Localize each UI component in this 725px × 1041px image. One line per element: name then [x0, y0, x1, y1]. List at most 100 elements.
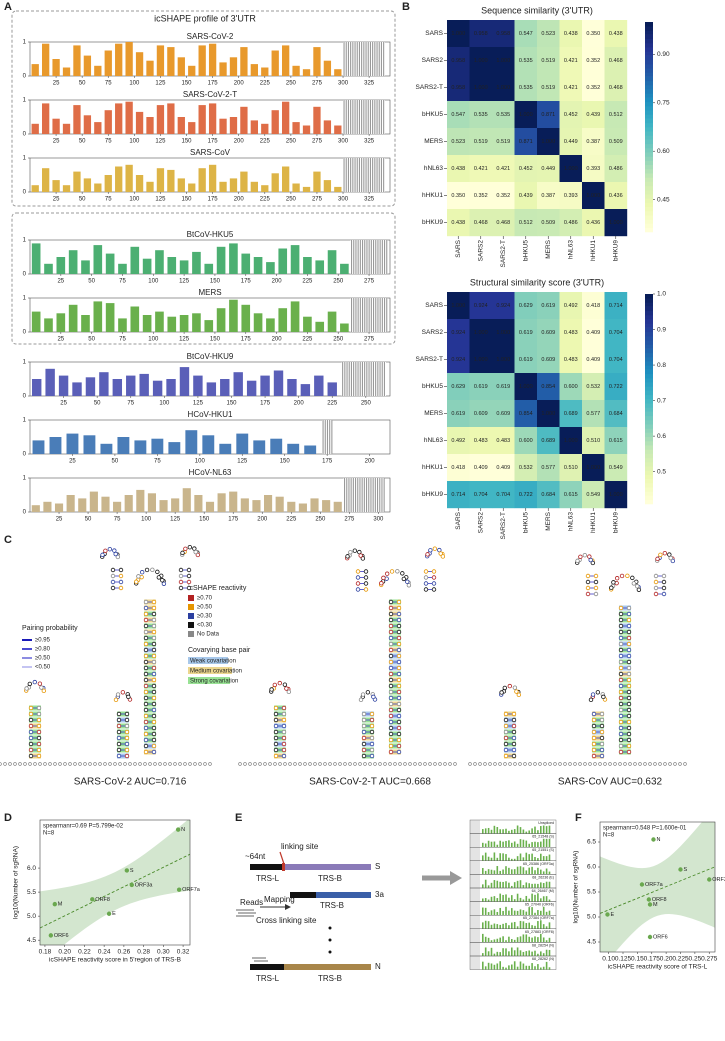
bar — [270, 438, 283, 454]
nucleotide — [151, 635, 157, 641]
bar — [31, 505, 40, 512]
dot — [328, 950, 332, 954]
track-label: 65_27040 (ORF6) — [525, 903, 554, 907]
nucleotide — [618, 647, 624, 653]
track-bar — [490, 882, 493, 888]
track-bar — [540, 933, 542, 943]
bar — [202, 435, 215, 454]
x-tick-label: 0.20 — [660, 956, 673, 963]
baseline-nt — [678, 762, 682, 766]
colorbar-step — [645, 457, 653, 463]
track-bar — [482, 868, 484, 875]
gene-label: 3a — [375, 890, 384, 899]
colorbar-step — [645, 160, 653, 166]
baseline-nt — [168, 762, 172, 766]
x-tick-label: 150 — [199, 517, 210, 523]
track-bar — [505, 906, 507, 916]
x-tick-label: 100 — [148, 337, 159, 343]
track-bar — [496, 938, 499, 943]
bar — [229, 299, 238, 332]
nucleotide — [277, 680, 283, 686]
cell-label: 0.409 — [586, 330, 600, 336]
bar — [250, 64, 258, 76]
dot — [328, 938, 332, 942]
baseline-nt — [93, 762, 97, 766]
baseline-nt — [613, 762, 617, 766]
bar — [146, 117, 154, 134]
track-bar — [531, 866, 533, 875]
legend-swatch — [188, 622, 194, 628]
cell-label: 0.689 — [541, 438, 555, 444]
cell-label: 0.689 — [564, 411, 578, 417]
y-tick-label: 6.5 — [587, 839, 596, 846]
bar — [250, 181, 258, 192]
profile-title: SARS-CoV-2 — [187, 32, 234, 41]
trs-b-bar — [284, 964, 371, 970]
track-bar — [484, 920, 487, 929]
cell-label: 0.535 — [474, 112, 488, 118]
track-bar — [499, 853, 501, 861]
y-tick-label: 1 — [23, 98, 27, 104]
nucleotide — [618, 641, 624, 647]
bar — [125, 164, 133, 192]
no-data — [341, 362, 386, 396]
row-label: hHKU1 — [422, 192, 443, 199]
track-bar — [482, 842, 484, 848]
cell-label: 0.704 — [609, 357, 623, 363]
track-bar — [499, 952, 501, 956]
nucleotide — [618, 737, 624, 743]
nucleotide — [618, 635, 624, 641]
y-axis-label: log10(Number of sgRNA) — [13, 846, 20, 919]
cell-label: 0.486 — [564, 220, 578, 226]
nucleotide — [396, 629, 402, 635]
bar — [313, 106, 321, 134]
heat-cell — [447, 427, 470, 455]
heat-cell — [492, 319, 515, 347]
track-label: 65_27883 (ORF8) — [525, 930, 554, 934]
nucleotide — [28, 741, 34, 747]
baseline-nt — [398, 762, 402, 766]
baseline-nt — [148, 762, 152, 766]
colorbar-step — [645, 55, 653, 61]
bar — [323, 180, 332, 192]
x-tick-label: 0.25 — [689, 956, 702, 963]
regression-line — [40, 853, 190, 929]
heat-cell — [514, 101, 538, 129]
row-label: bHKU5 — [422, 111, 443, 118]
track-bar — [513, 899, 516, 902]
heat-cell — [582, 292, 605, 320]
nucleotide — [396, 683, 402, 689]
track-bar — [537, 830, 539, 834]
track-bar — [534, 950, 536, 956]
nucleotide — [151, 641, 157, 647]
colorbar-label: 0.6 — [657, 433, 666, 440]
x-tick-label: 0.22 — [78, 949, 91, 956]
heat-cell — [559, 182, 583, 210]
bar — [179, 260, 189, 274]
track-bar — [537, 893, 539, 902]
y-tick-label: 5.0 — [27, 913, 36, 920]
cell-label: 0.714 — [451, 492, 465, 498]
point-label: E — [112, 911, 116, 917]
track-bar — [540, 869, 542, 875]
cell-label: 0.854 — [541, 384, 555, 390]
bar — [62, 185, 71, 192]
nucleotide — [423, 587, 429, 592]
nucleotide — [103, 548, 108, 554]
track-bar — [490, 963, 493, 970]
nucleotide — [143, 641, 149, 647]
nucleotide — [423, 569, 429, 574]
y-tick-label: 1 — [23, 476, 27, 482]
nucleotide — [180, 550, 185, 556]
bar — [93, 301, 103, 332]
cell-label: 0.436 — [586, 220, 600, 226]
heat-cell — [582, 427, 605, 455]
colorbar-step — [645, 344, 653, 349]
colorbar-label: 0.8 — [657, 362, 666, 369]
baseline-nt — [263, 762, 267, 766]
nucleotide — [578, 554, 583, 560]
x-tick-label: 250 — [333, 279, 344, 285]
nucleotide — [113, 697, 119, 703]
baseline-nt — [53, 762, 57, 766]
confidence-band — [40, 820, 190, 945]
